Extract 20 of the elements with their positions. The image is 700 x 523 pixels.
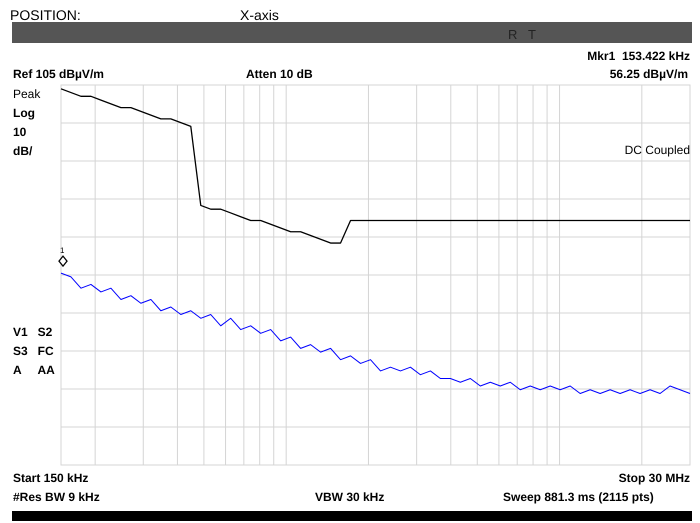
text: dB/ — [13, 144, 33, 158]
text: POSITION: — [10, 7, 81, 23]
text: X-axis — [240, 7, 279, 23]
text: Atten 10 dB — [246, 67, 314, 81]
text: 56.25 dBµV/m — [610, 67, 688, 81]
text: VBW 30 kHz — [315, 490, 384, 504]
text: Sweep 881.3 ms (2115 pts) — [503, 490, 654, 504]
text: 10 — [13, 125, 27, 139]
text: Start 150 kHz — [13, 471, 88, 485]
text: #Res BW 9 kHz — [13, 490, 100, 504]
text: Peak — [13, 87, 42, 101]
text: Mkr1 153.422 kHz — [587, 49, 690, 63]
text: Log — [13, 106, 35, 120]
text: S3 FC — [13, 344, 54, 358]
text: Ref 105 dBµV/m — [13, 67, 104, 81]
text: A AA — [13, 363, 56, 377]
text: V1 S2 — [13, 325, 53, 339]
annotation: 1 — [60, 246, 65, 256]
text: Stop 30 MHz — [618, 471, 690, 485]
annotation: DC Coupled — [624, 143, 690, 157]
